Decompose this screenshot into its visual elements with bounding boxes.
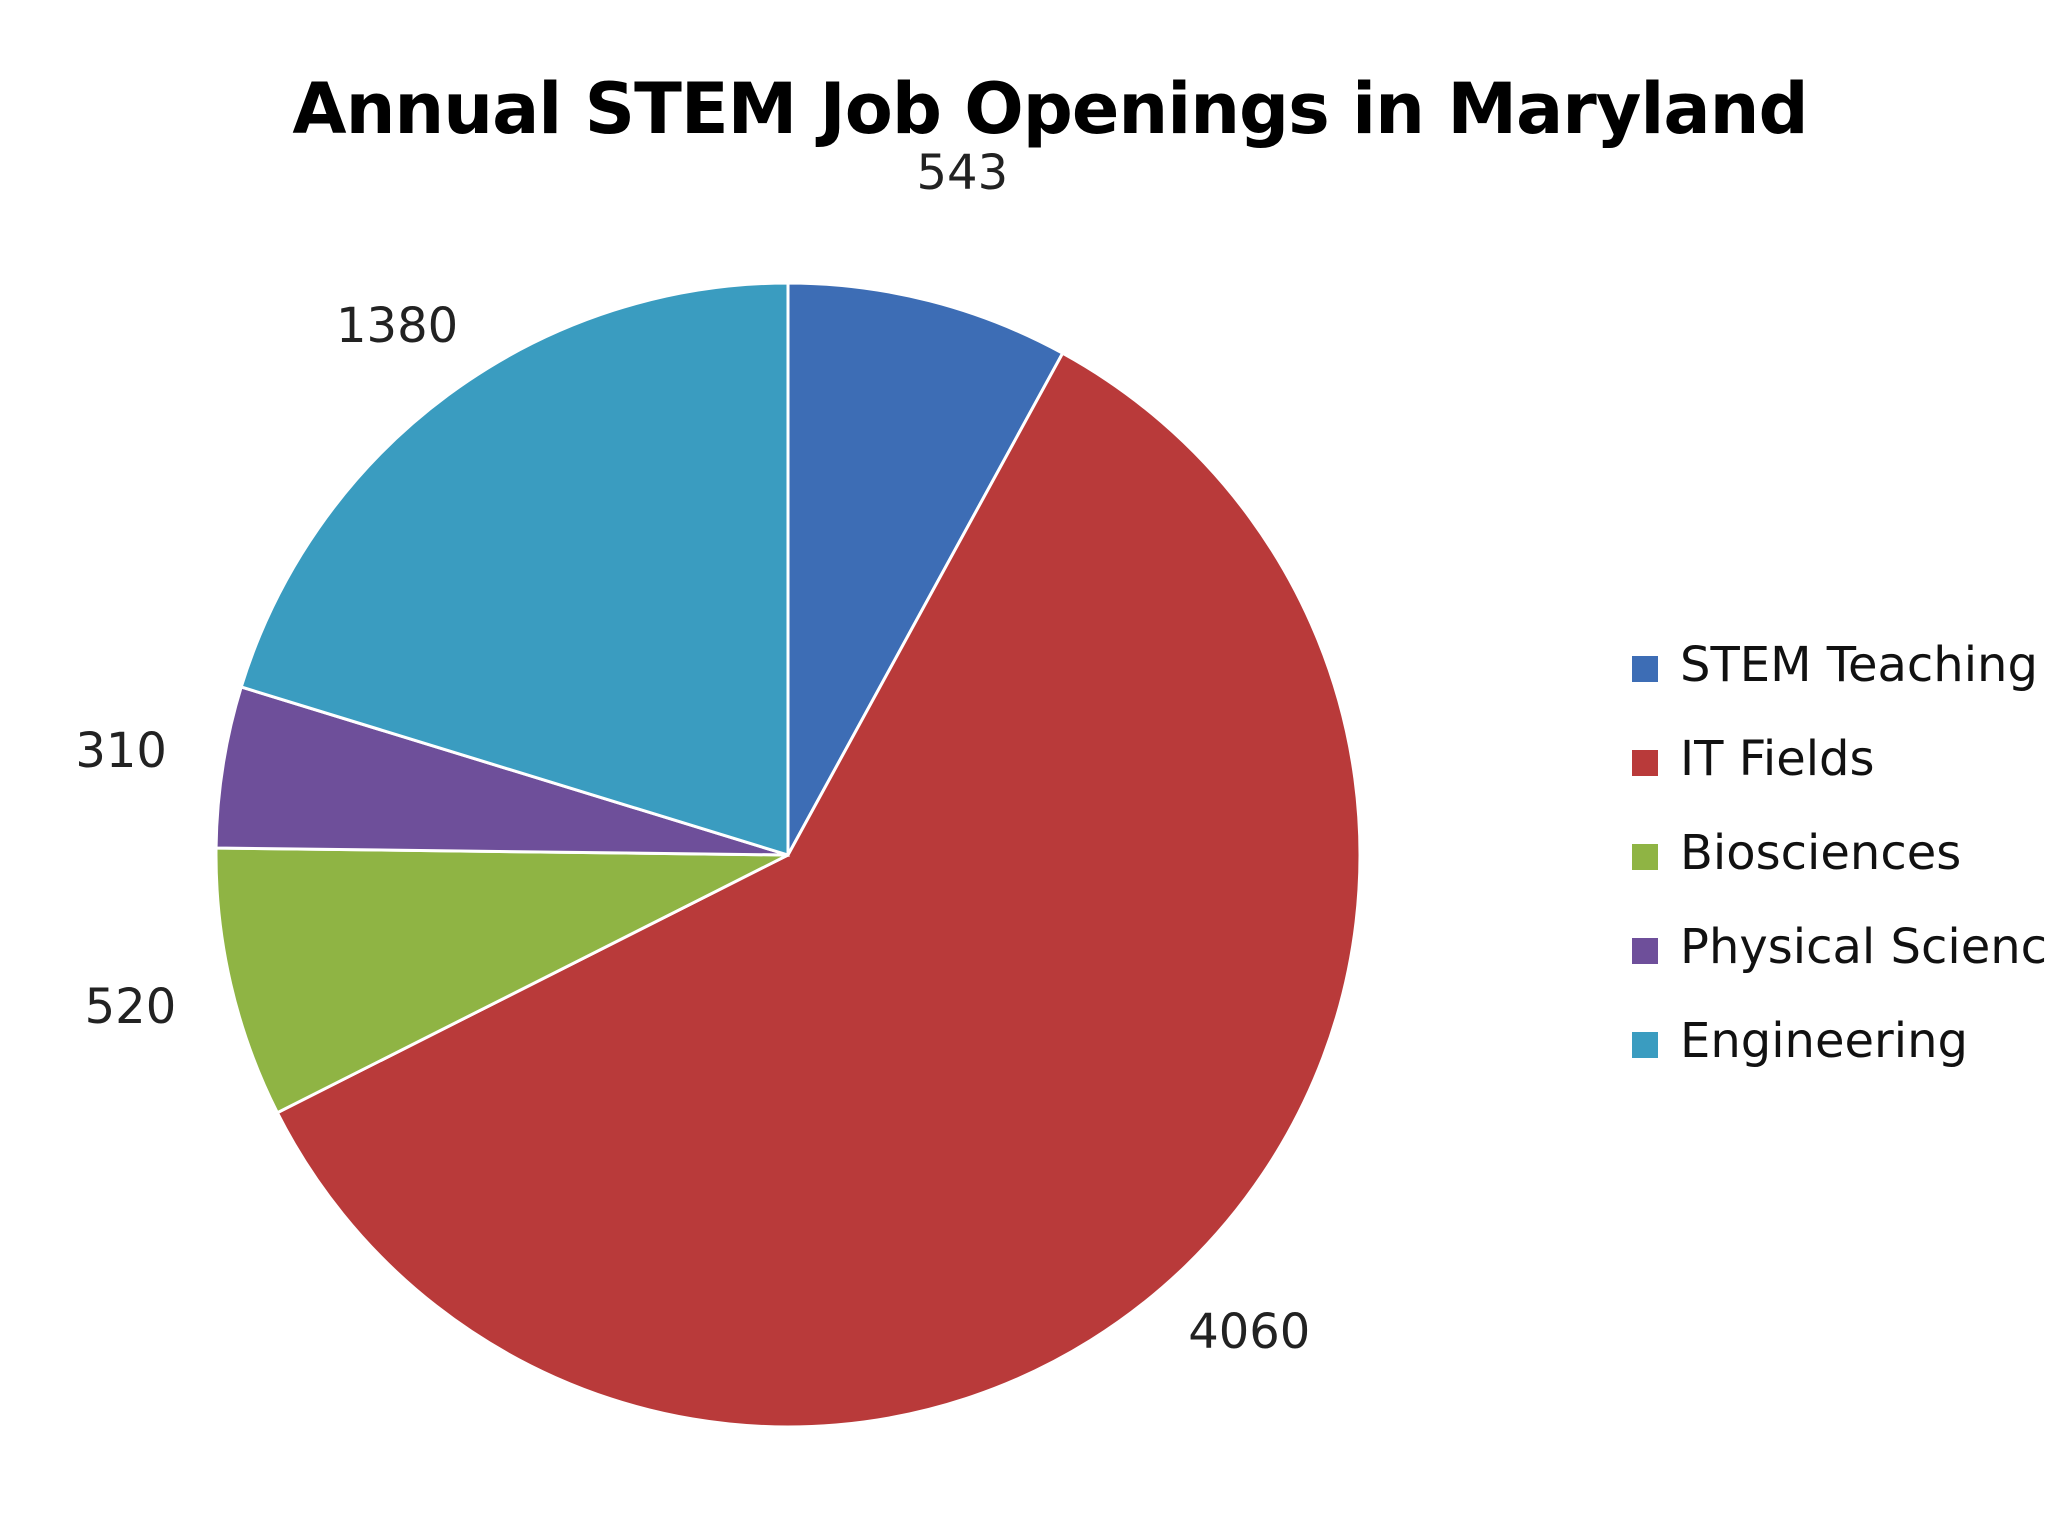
pie-slice-it-fields	[275, 351, 1362, 1429]
legend-label: IT Fields	[1680, 731, 1875, 787]
legend-swatch	[1632, 1032, 1658, 1058]
legend-label: STEM Teaching	[1680, 637, 2038, 693]
pie-slice-stem-teaching	[786, 281, 1065, 856]
data-label-engineering: 1380	[336, 297, 459, 354]
legend-label: Physical Scienc	[1680, 919, 2048, 975]
data-label-stem-teaching: 543	[916, 145, 1009, 202]
data-label-physical-sciences: 310	[75, 722, 167, 779]
data-label-it-fields: 4060	[1188, 1303, 1311, 1360]
data-label-biosciences: 520	[84, 979, 177, 1036]
chart-title: Annual STEM Job Openings in Maryland	[292, 68, 1808, 150]
legend-label: Engineering	[1680, 1013, 1968, 1069]
legend-swatch	[1632, 750, 1658, 776]
legend-label: Biosciences	[1680, 825, 1962, 881]
legend-swatch	[1632, 656, 1658, 682]
legend-swatch	[1632, 938, 1658, 964]
legend-swatch	[1632, 844, 1658, 870]
pie-slice-physical-sciences	[214, 685, 789, 857]
pie-slice-engineering	[239, 281, 790, 858]
pie-slice-biosciences	[214, 846, 789, 1115]
